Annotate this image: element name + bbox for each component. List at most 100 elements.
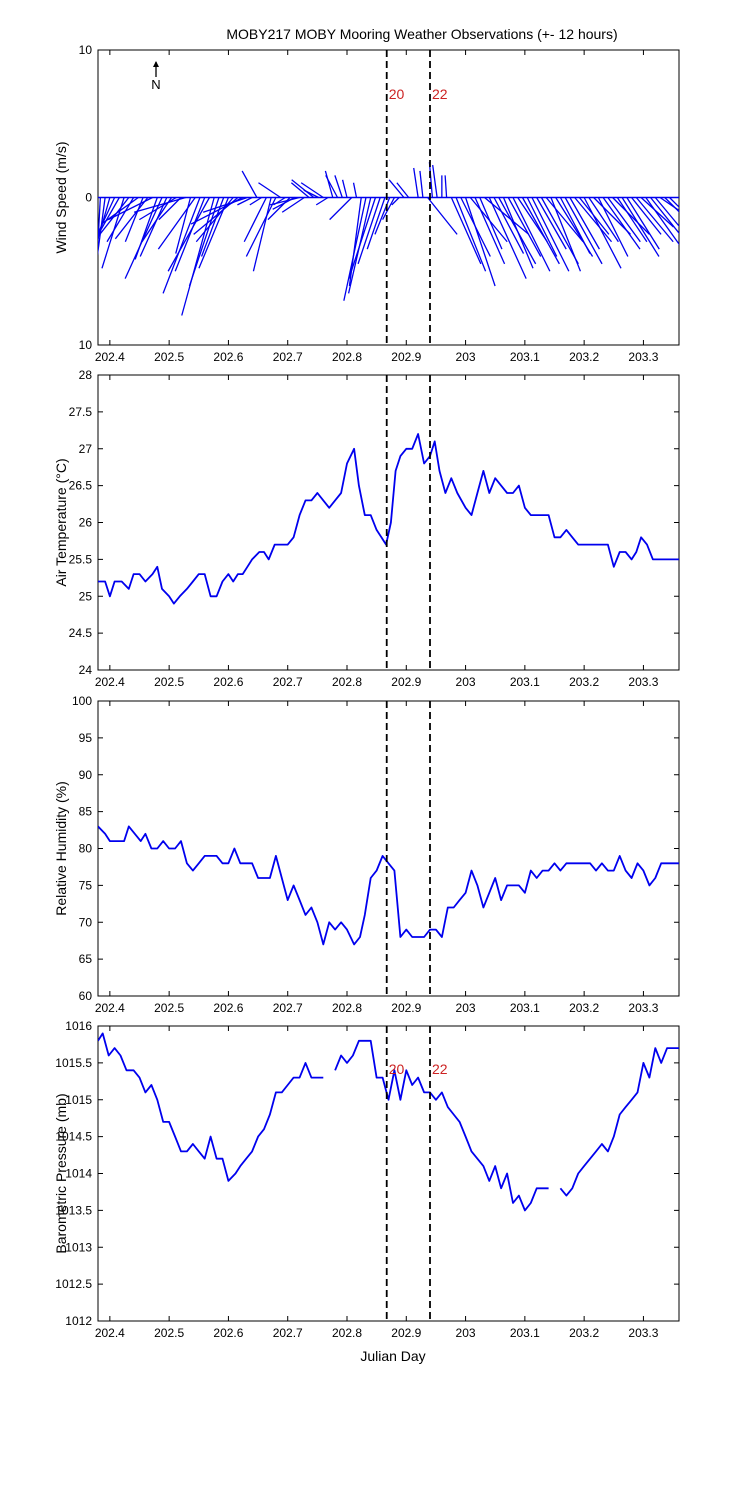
y-tick-label: 1015.5 — [55, 1056, 92, 1070]
x-tick-label: 202.5 — [154, 1001, 184, 1015]
wind-vector — [419, 170, 424, 198]
x-tick-label: 202.9 — [391, 350, 421, 364]
x-tick-label: 202.8 — [332, 1001, 362, 1015]
y-tick-label: 27 — [79, 442, 93, 456]
x-tick-label: 202.4 — [95, 1326, 125, 1340]
wind-vector — [98, 197, 120, 237]
wind-vector — [607, 197, 641, 243]
wind-vector — [357, 197, 381, 265]
x-tick-label: 203 — [456, 675, 476, 689]
wind-vector — [597, 197, 629, 257]
y-tick-label: 24 — [79, 663, 93, 677]
x-tick-label: 202.7 — [273, 1001, 303, 1015]
series-line — [334, 1039, 549, 1212]
x-tick-label: 202.4 — [95, 350, 125, 364]
wind-vector — [502, 197, 534, 269]
time-marker-label: 22 — [432, 1061, 448, 1077]
wind-vector — [654, 197, 679, 227]
panel-barometric-pressure: 202.4 202.5 202.6 202.7 202.8 202.9 203 203.1 20… — [53, 1019, 680, 1340]
x-tick-label: 202.8 — [332, 350, 362, 364]
y-tick-label: 70 — [79, 915, 93, 929]
wind-vector — [588, 197, 619, 243]
y-tick-label: 25.5 — [69, 552, 93, 566]
figure-title: MOBY217 MOBY Mooring Weather Observation… — [226, 26, 617, 42]
wind-vector — [583, 197, 622, 269]
wind-vector — [536, 197, 567, 250]
y-tick-label: 100 — [72, 694, 92, 708]
y-tick-label: 1014.5 — [55, 1130, 92, 1144]
wind-vector — [413, 167, 419, 198]
y-axis-label: Air Temperature (°C) — [53, 458, 69, 586]
x-tick-label: 203.3 — [628, 675, 658, 689]
wind-vector — [334, 175, 343, 198]
x-tick-label: 203 — [456, 350, 476, 364]
y-tick-label: 1015 — [65, 1093, 92, 1107]
wind-vector — [540, 197, 579, 265]
y-tick-label: 10 — [79, 338, 93, 352]
wind-vector — [290, 182, 310, 198]
wind-vector — [202, 196, 248, 213]
wind-vector — [507, 197, 542, 257]
x-tick-label: 203.2 — [569, 1001, 599, 1015]
x-tick-label: 202.9 — [391, 1326, 421, 1340]
wind-vector — [303, 189, 319, 199]
wind-vector — [258, 182, 281, 199]
wind-vector — [325, 175, 339, 198]
wind-vector — [488, 197, 527, 279]
wind-vector — [621, 197, 660, 257]
y-tick-label: 1014 — [65, 1167, 92, 1181]
wind-vector — [427, 197, 458, 235]
x-tick-label: 203.2 — [569, 675, 599, 689]
wind-vector — [269, 196, 300, 206]
x-tick-label: 203.1 — [510, 1001, 540, 1015]
y-tick-label: 1012 — [65, 1314, 92, 1328]
wind-vector — [133, 196, 186, 213]
wind-vector — [249, 196, 262, 206]
panel-air-temperature: 202.4 202.5 202.6 202.7 202.8 202.9 203 203.1 20… — [53, 368, 680, 689]
y-axis-label: Barometric Pressure (mb) — [53, 1093, 69, 1253]
wind-vector — [521, 197, 560, 265]
wind-vector — [139, 196, 177, 221]
wind-vector — [388, 179, 405, 198]
wind-vector — [444, 175, 448, 198]
x-tick-label: 203.3 — [628, 1001, 658, 1015]
y-tick-label: 60 — [79, 989, 93, 1003]
wind-vector — [531, 197, 570, 272]
wind-vector — [455, 197, 487, 272]
wind-vector — [114, 197, 149, 240]
y-tick-label: 26.5 — [69, 479, 93, 493]
wind-vector — [382, 197, 396, 220]
x-tick-label: 202.5 — [154, 1326, 184, 1340]
y-tick-label: 0 — [85, 191, 92, 205]
y-tick-label: 1013.5 — [55, 1203, 92, 1217]
north-arrow-label: N — [151, 77, 160, 92]
wind-vector — [374, 197, 391, 235]
wind-vector — [645, 197, 679, 246]
wind-vector — [243, 197, 267, 243]
wind-vector — [352, 182, 358, 198]
y-tick-label: 1016 — [65, 1019, 92, 1033]
x-tick-label: 202.5 — [154, 350, 184, 364]
wind-vector — [98, 197, 116, 235]
wind-vector — [396, 182, 410, 198]
wind-vector — [474, 197, 506, 265]
wind-vector — [124, 197, 144, 242]
x-tick-label: 202.6 — [213, 675, 243, 689]
wind-vector — [124, 197, 163, 279]
series-line — [98, 825, 679, 946]
x-tick-label: 202.9 — [391, 675, 421, 689]
x-tick-label: 202.4 — [95, 675, 125, 689]
y-tick-label: 10 — [79, 43, 93, 57]
wind-vector — [612, 197, 650, 235]
wind-vector — [545, 197, 584, 243]
wind-vector — [108, 196, 153, 221]
series-line — [98, 1032, 324, 1182]
wind-vector — [291, 179, 315, 199]
wind-vector — [158, 197, 182, 221]
wind-vector — [324, 170, 334, 198]
series-line — [559, 1047, 679, 1197]
x-tick-label: 203 — [456, 1001, 476, 1015]
wind-vector — [252, 197, 272, 272]
wind-vector — [559, 197, 591, 254]
